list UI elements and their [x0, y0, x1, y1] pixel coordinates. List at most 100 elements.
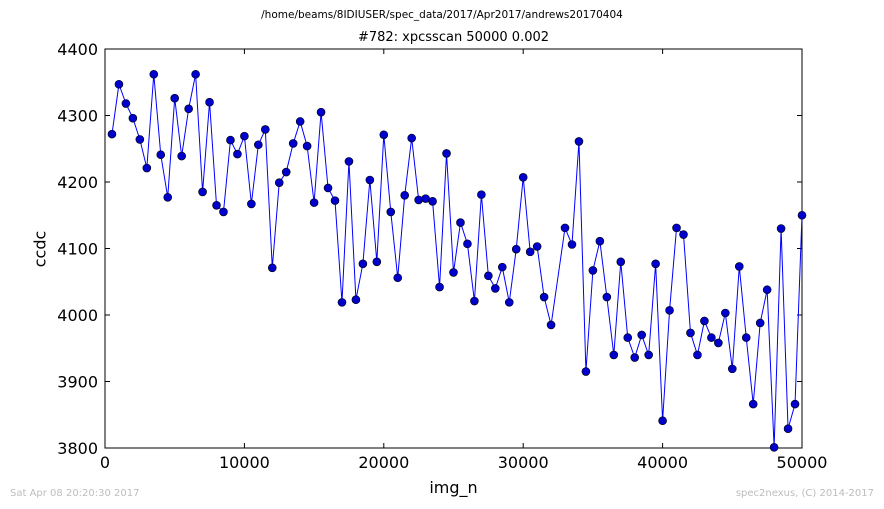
footer-credit: spec2nexus, (C) 2014-2017 [735, 488, 874, 499]
x-axis-label: img_n [429, 478, 478, 497]
data-point [776, 224, 786, 233]
data-point [107, 129, 117, 139]
data-point [274, 178, 284, 187]
data-point [755, 318, 765, 328]
data-point [546, 320, 556, 330]
data-point [721, 308, 730, 318]
data-point [651, 259, 660, 269]
data-point [741, 333, 751, 342]
data-point [121, 99, 131, 108]
data-point [191, 69, 200, 79]
x-tick-label: 20000 [358, 453, 409, 472]
data-point [734, 262, 744, 271]
y-tick-label: 4000 [57, 306, 98, 325]
data-point [511, 244, 521, 254]
data-point [560, 223, 570, 233]
data-point [358, 259, 368, 269]
data-point [491, 284, 500, 293]
data-point [644, 350, 653, 360]
data-point [539, 292, 549, 302]
data-point [156, 150, 166, 160]
data-point [616, 257, 626, 267]
data-point [714, 338, 723, 348]
data-point [581, 367, 591, 376]
data-point [170, 93, 179, 103]
x-tick-label: 50000 [777, 453, 828, 472]
data-point [267, 263, 277, 273]
series-line [111, 74, 803, 448]
x-tick-label: 30000 [498, 453, 549, 472]
data-point [518, 173, 528, 182]
data-point [637, 330, 646, 340]
data-point [226, 135, 235, 145]
data-point [365, 175, 375, 185]
data-point [477, 190, 486, 199]
data-point [672, 223, 681, 233]
y-tick-label: 4400 [57, 40, 98, 59]
data-point [595, 236, 605, 246]
data-point [630, 353, 640, 362]
data-point [281, 167, 291, 177]
footer-timestamp: Sat Apr 08 20:20:30 2017 [10, 488, 140, 499]
data-point [414, 195, 423, 205]
data-point [658, 416, 667, 426]
data-point [574, 137, 584, 146]
data-point [261, 125, 270, 134]
data-point [532, 242, 542, 251]
data-point [114, 79, 124, 89]
y-tick-label: 4100 [57, 240, 98, 259]
data-point [212, 200, 221, 210]
data-point [700, 316, 709, 326]
data-point [233, 149, 242, 159]
data-point [288, 139, 298, 148]
data-point [379, 130, 389, 140]
data-point [435, 282, 444, 292]
data-point [198, 187, 207, 197]
data-point [128, 113, 138, 123]
data-point [323, 183, 333, 193]
data-point [177, 151, 186, 161]
data-point [163, 192, 173, 202]
y-tick-label: 3800 [57, 439, 98, 458]
data-point [727, 364, 737, 374]
data-point [797, 210, 807, 220]
data-point [351, 295, 361, 305]
data-point [219, 207, 228, 217]
data-point [309, 198, 319, 207]
data-point [686, 328, 695, 338]
data-point [330, 196, 340, 205]
data-point [567, 240, 577, 249]
data-point [344, 157, 354, 166]
y-axis-label: ccdc [30, 230, 50, 268]
data-point [463, 239, 472, 249]
data-point [497, 262, 507, 272]
data-point [205, 97, 214, 107]
data-point [407, 133, 416, 143]
data-point [525, 247, 535, 257]
x-tick-label: 10000 [219, 453, 270, 472]
data-point [602, 292, 612, 302]
data-point [783, 424, 793, 434]
data-point [428, 196, 437, 206]
data-point [400, 191, 410, 200]
data-point [295, 117, 305, 126]
data-point [149, 69, 159, 79]
data-point [693, 350, 702, 360]
data-point [240, 131, 249, 141]
data-point [707, 333, 716, 342]
data-point [762, 285, 772, 295]
data-point [679, 230, 688, 239]
data-point [184, 104, 193, 114]
data-point [790, 399, 800, 409]
data-point [442, 149, 451, 158]
data-point [449, 268, 458, 277]
chart-title: #782: xpcsscan 50000 0.002 [357, 30, 550, 45]
x-tick-label: 0 [100, 453, 110, 472]
data-point [247, 199, 256, 209]
data-point [609, 350, 619, 360]
x-tick-label: 40000 [637, 453, 688, 472]
data-point [372, 257, 382, 267]
data-point [254, 140, 263, 150]
data-point [393, 273, 403, 283]
